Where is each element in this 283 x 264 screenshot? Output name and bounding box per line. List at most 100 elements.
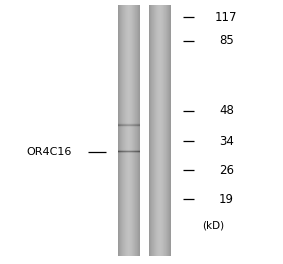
Bar	[124, 127, 125, 128]
Bar	[133, 153, 134, 154]
Bar	[137, 149, 138, 150]
Bar	[123, 149, 124, 150]
Bar	[130, 150, 131, 151]
Bar	[126, 126, 127, 127]
Bar	[132, 152, 133, 153]
Bar	[127, 123, 128, 124]
Bar	[123, 153, 124, 154]
Bar	[118, 122, 119, 123]
Bar	[125, 150, 126, 151]
Bar	[132, 127, 133, 128]
Bar	[121, 125, 122, 126]
Bar	[136, 151, 137, 152]
Bar	[132, 125, 133, 126]
Bar	[138, 122, 139, 123]
Bar	[137, 122, 138, 123]
Bar	[120, 5, 121, 256]
Bar	[134, 151, 135, 152]
Bar	[125, 149, 126, 150]
Bar	[121, 126, 122, 127]
Bar	[133, 149, 134, 150]
Bar	[133, 122, 134, 123]
Bar	[138, 152, 139, 153]
Bar	[122, 151, 123, 152]
Bar	[137, 126, 138, 127]
Bar	[130, 122, 131, 123]
Bar	[138, 125, 139, 126]
Bar	[123, 127, 124, 128]
Bar	[137, 126, 138, 127]
Bar	[122, 122, 123, 123]
Bar	[131, 125, 132, 126]
Bar	[133, 127, 134, 128]
Bar	[129, 122, 130, 123]
Bar	[124, 126, 125, 127]
Bar	[133, 122, 134, 123]
Bar	[132, 123, 133, 124]
Bar	[120, 149, 121, 150]
Bar	[130, 151, 131, 152]
Bar	[156, 5, 157, 256]
Bar	[123, 153, 124, 154]
Bar	[131, 125, 132, 126]
Bar	[129, 151, 130, 152]
Bar	[170, 5, 171, 256]
Bar	[128, 152, 129, 153]
Bar	[131, 149, 132, 150]
Bar	[134, 126, 135, 127]
Bar	[120, 126, 121, 127]
Bar	[122, 123, 123, 124]
Bar	[129, 123, 130, 124]
Bar	[127, 122, 128, 123]
Bar	[122, 125, 123, 126]
Bar	[129, 152, 130, 153]
Bar	[121, 127, 122, 128]
Bar	[123, 124, 124, 125]
Bar	[156, 5, 157, 256]
Bar	[128, 125, 129, 126]
Bar	[131, 123, 132, 124]
Bar	[123, 127, 124, 128]
Bar	[121, 149, 122, 150]
Bar	[121, 123, 122, 124]
Bar	[134, 123, 135, 124]
Bar	[121, 123, 122, 124]
Bar	[121, 153, 122, 154]
Bar	[132, 126, 133, 127]
Bar	[132, 122, 133, 123]
Bar	[124, 152, 125, 153]
Bar	[130, 123, 131, 124]
Bar	[131, 151, 132, 152]
Bar	[128, 125, 129, 126]
Bar	[122, 125, 123, 126]
Bar	[128, 153, 129, 154]
Bar	[137, 122, 138, 123]
Bar	[124, 149, 125, 150]
Bar	[119, 123, 120, 124]
Bar	[120, 152, 121, 153]
Bar	[135, 153, 136, 154]
Bar	[133, 152, 134, 153]
Bar	[126, 123, 127, 124]
Bar	[124, 122, 125, 123]
Bar	[127, 126, 128, 127]
Bar	[131, 149, 132, 150]
Bar	[136, 122, 137, 123]
Bar	[121, 149, 122, 150]
Bar	[129, 149, 130, 150]
Bar	[123, 149, 124, 150]
Bar	[127, 125, 128, 126]
Bar	[135, 5, 136, 256]
Bar	[127, 125, 128, 126]
Bar	[121, 150, 122, 151]
Bar	[124, 124, 125, 125]
Bar	[127, 151, 128, 152]
Bar	[132, 127, 133, 128]
Bar	[155, 5, 156, 256]
Bar	[130, 125, 131, 126]
Bar	[135, 127, 136, 128]
Bar	[130, 150, 131, 151]
Bar	[137, 123, 138, 124]
Bar	[126, 153, 127, 154]
Bar	[128, 149, 129, 150]
